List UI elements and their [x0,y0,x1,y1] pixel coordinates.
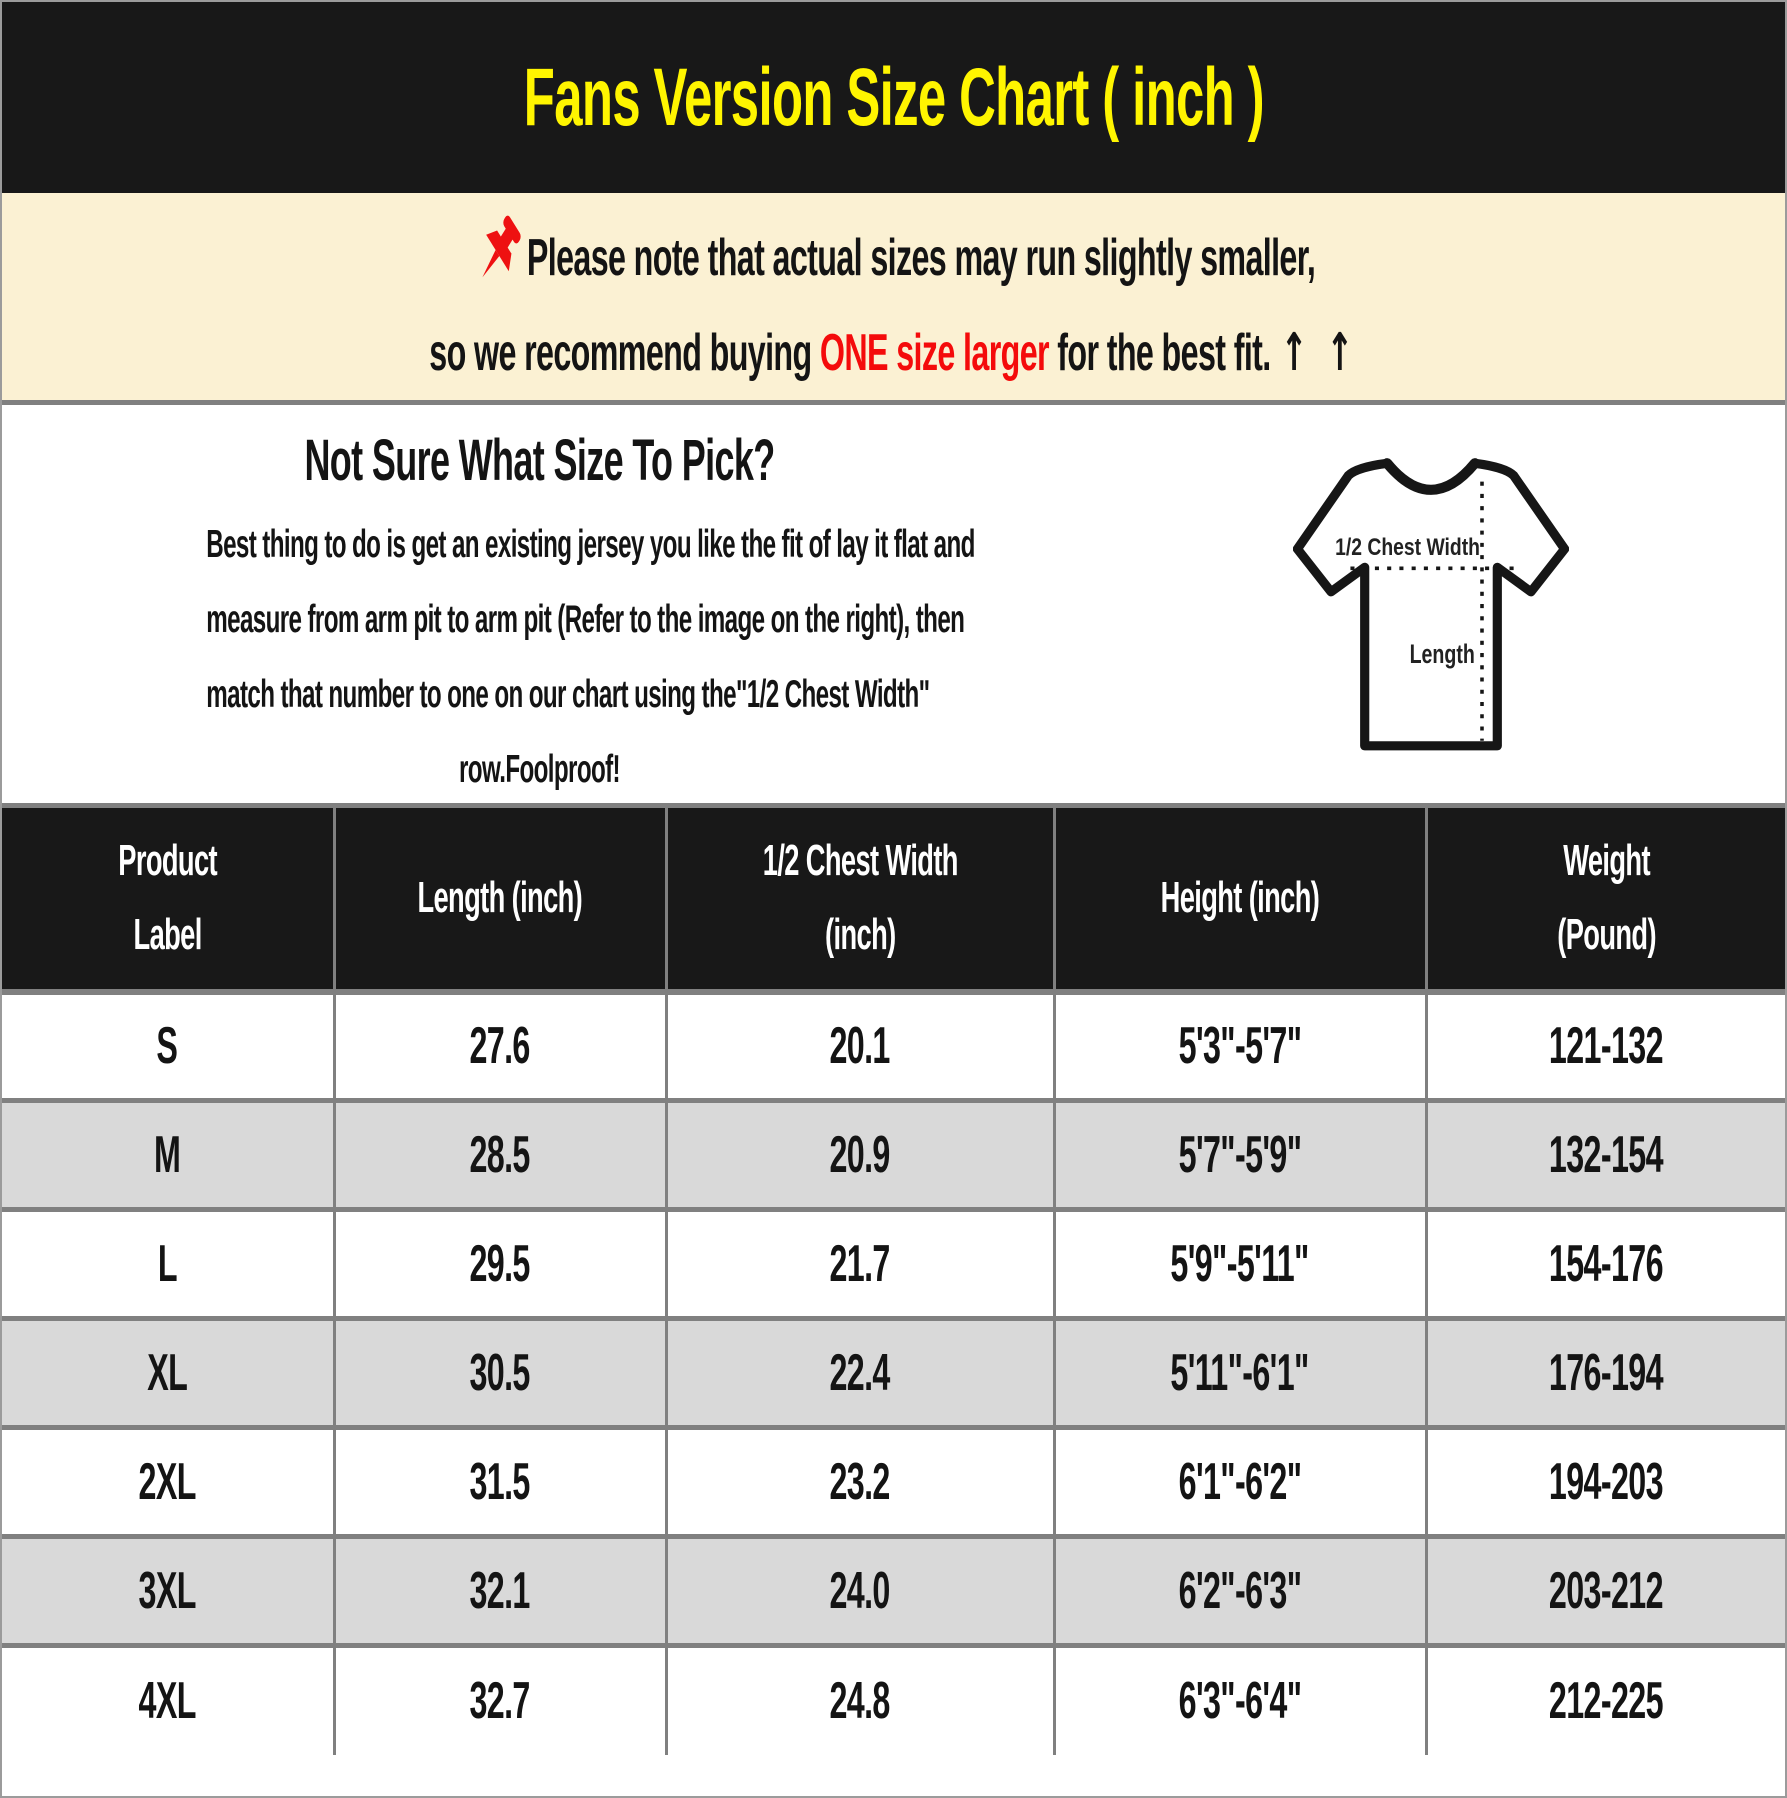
notice-text-1: Please note that actual sizes may run sl… [526,228,1316,287]
cell-chest: 20.1 [664,991,1054,1103]
cell-length: 32.1 [332,1536,666,1648]
cell-size: 2XL [2,1427,334,1539]
cell-chest: 23.2 [664,1427,1054,1539]
notice-banner: Please note that actual sizes may run sl… [2,193,1785,405]
tshirt-outline [1293,458,1569,751]
up-arrows: ↑ ↑ [1280,322,1358,383]
cell-height: 5'3"-5'7" [1052,991,1426,1103]
table-row-4xl: 4XL 32.7 24.8 6'3"-6'4" 212-225 [2,1645,1785,1755]
one-size-larger-highlight: ONE size larger [820,323,1050,382]
diagram-column: 1/2 Chest Width Length [1077,405,1785,803]
header-length: Length (inch) [332,805,666,995]
table-row-m: M 28.5 20.9 5'7"-5'9" 132-154 [2,1100,1785,1212]
cell-size: 3XL [2,1536,334,1648]
page-title: Fans Version Size Chart ( inch ) [523,51,1264,143]
length-label: Length [1410,639,1475,669]
cell-length: 30.5 [332,1318,666,1430]
table-header: Product Label Length (inch) 1/2 Chest Wi… [2,805,1785,995]
notice-line-2: so we recommend buying ONE size larger f… [430,323,1358,383]
guide-text-column: Not Sure What Size To Pick? Best thing t… [2,405,1077,803]
header-weight: Weight (Pound) [1424,805,1785,995]
chest-width-label: 1/2 Chest Width [1335,534,1480,561]
cell-size: M [2,1100,334,1212]
guide-line: row.Foolproof! [459,748,621,791]
header-chest-width: 1/2 Chest Width (inch) [664,805,1054,995]
header-height: Height (inch) [1052,805,1426,995]
cell-chest: 24.8 [664,1645,1054,1755]
notice-text-2-prefix: so we recommend buying [429,323,821,382]
cell-length: 27.6 [332,991,666,1103]
cell-height: 6'2"-6'3" [1052,1536,1426,1648]
cell-height: 6'1"-6'2" [1052,1427,1426,1539]
cell-weight: 212-225 [1424,1645,1785,1755]
table-body: S 27.6 20.1 5'3"-5'7" 121-132 M 28.5 20.… [2,991,1785,1755]
table-header-row: Product Label Length (inch) 1/2 Chest Wi… [2,805,1785,995]
cell-chest: 22.4 [664,1318,1054,1430]
cell-length: 32.7 [332,1645,666,1755]
size-chart-table: Product Label Length (inch) 1/2 Chest Wi… [2,803,1785,1755]
tshirt-measure-diagram: 1/2 Chest Width Length [1293,458,1569,751]
notice-text-2-suffix: for the best fit. [1049,323,1272,382]
cell-weight: 132-154 [1424,1100,1785,1212]
table-row-s: S 27.6 20.1 5'3"-5'7" 121-132 [2,991,1785,1103]
guide-line: measure from arm pit to arm pit (Refer t… [206,598,965,641]
cell-height: 6'3"-6'4" [1052,1645,1426,1755]
cell-height: 5'9"-5'11" [1052,1209,1426,1321]
cell-weight: 194-203 [1424,1427,1785,1539]
table-row-l: L 29.5 21.7 5'9"-5'11" 154-176 [2,1209,1785,1321]
cell-chest: 20.9 [664,1100,1054,1212]
cell-length: 31.5 [332,1427,666,1539]
cell-length: 29.5 [332,1209,666,1321]
table-row-xl: XL 30.5 22.4 5'11"-6'1" 176-194 [2,1318,1785,1430]
cell-height: 5'11"-6'1" [1052,1318,1426,1430]
header-product-label: Product Label [2,805,334,995]
cell-weight: 203-212 [1424,1536,1785,1648]
cell-chest: 24.0 [664,1536,1054,1648]
sizing-guide-section: Not Sure What Size To Pick? Best thing t… [2,405,1785,803]
cell-height: 5'7"-5'9" [1052,1100,1426,1212]
cell-size: S [2,991,334,1103]
guide-heading: Not Sure What Size To Pick? [304,428,775,493]
table-row-2xl: 2XL 31.5 23.2 6'1"-6'2" 194-203 [2,1427,1785,1539]
cell-chest: 21.7 [664,1209,1054,1321]
notice-line-1: Please note that actual sizes may run sl… [472,211,1316,297]
cell-length: 28.5 [332,1100,666,1212]
cell-weight: 121-132 [1424,991,1785,1103]
cell-size: L [2,1209,334,1321]
guide-line: match that number to one on our chart us… [206,673,930,716]
guide-line: Best thing to do is get an existing jers… [206,523,975,566]
cell-weight: 176-194 [1424,1318,1785,1430]
tshirt-neckband [1382,458,1480,495]
cell-size: XL [2,1318,334,1430]
title-bar: Fans Version Size Chart ( inch ) [2,2,1785,193]
pushpin-icon [482,215,521,277]
table-row-3xl: 3XL 32.1 24.0 6'2"-6'3" 203-212 [2,1536,1785,1648]
cell-size: 4XL [2,1645,334,1755]
cell-weight: 154-176 [1424,1209,1785,1321]
